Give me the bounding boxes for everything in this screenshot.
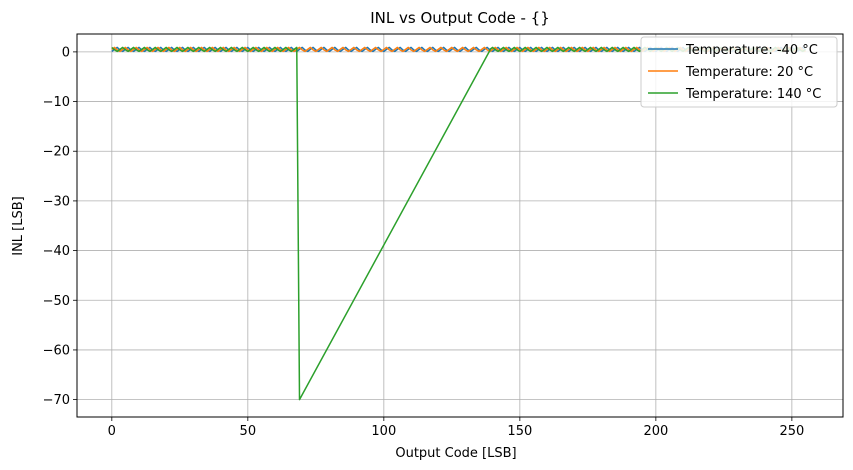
y-tick-label: −70 [43, 393, 70, 408]
ticks: 0 50 100 150 200 250 0 −10 −20 −30 −40 −50 −60 −70 [43, 45, 805, 439]
x-tick-label: 50 [240, 424, 257, 439]
x-tick-label: 150 [507, 424, 532, 439]
x-axis-label: Output Code [LSB] [395, 446, 516, 461]
legend-label-20: Temperature: 20 °C [685, 65, 813, 80]
y-tick-label: 0 [62, 45, 70, 60]
y-tick-label: −10 [43, 95, 70, 110]
y-tick-label: −50 [43, 294, 70, 309]
y-tick-label: −20 [43, 145, 70, 160]
x-tick-label: 250 [779, 424, 804, 439]
legend-label-140: Temperature: 140 °C [685, 87, 821, 102]
x-tick-label: 0 [108, 424, 116, 439]
plot-frame [76, 33, 844, 418]
y-tick-label: −30 [43, 194, 70, 209]
y-axis-label: INL [LSB] [11, 196, 26, 256]
legend-box [640, 36, 838, 108]
y-tick-label: −60 [43, 343, 70, 358]
x-tick-label: 100 [371, 424, 396, 439]
x-tick-label: 200 [643, 424, 668, 439]
y-tick-label: −40 [43, 244, 70, 259]
legend: Temperature: -40 °C Temperature: 20 °C T… [640, 36, 838, 108]
legend-label-minus-40: Temperature: -40 °C [685, 43, 818, 58]
chart-title: INL vs Output Code - {} [370, 9, 550, 27]
